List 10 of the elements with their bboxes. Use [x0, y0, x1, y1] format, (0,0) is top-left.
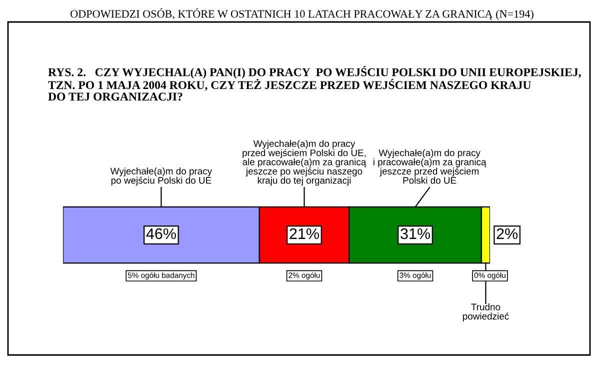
text: Trudno powiedzieć [462, 303, 509, 322]
chart-subtitle: RYS. 2. CZY WYJECHAL(A) PAN(I) DO PRACY PO WEJŚCIU POLSKI DO UNII EUROPEJSKIEJ, TZN. PO 1 MAJA 2004 ROKU, CZY TEŻ JESZCZE PRZED WEJŚCIEM NASZEGO KRAJU DO TEJ ORGANIZACJI? [48, 66, 581, 101]
text: Wyjechałe(a)m do pracy i pracowałe(a)m za granicą jeszcze przed wejściem Polski do UE [374, 149, 486, 184]
data-label: 46% [146, 228, 176, 240]
data-label: 2% [496, 228, 518, 240]
chart-title: ODPOWIEDZI OSÓB, KTÓRE W OSTATNICH 10 LATACH PRACOWAŁY ZA GRANICĄ (N=194) [70, 8, 534, 20]
text: Wyjechałe(a)m do pracy przed wejściem Polski do UE, ale pracowałe(a)m za granicą jeszcze po wejściu naszego kraju do tej organizacji [242, 140, 366, 186]
data-label: 21% [290, 228, 319, 240]
data-label: 31% [400, 228, 430, 240]
text: Wyjechałe(a)m do pracy po wejściu Polski do UE [110, 168, 212, 186]
